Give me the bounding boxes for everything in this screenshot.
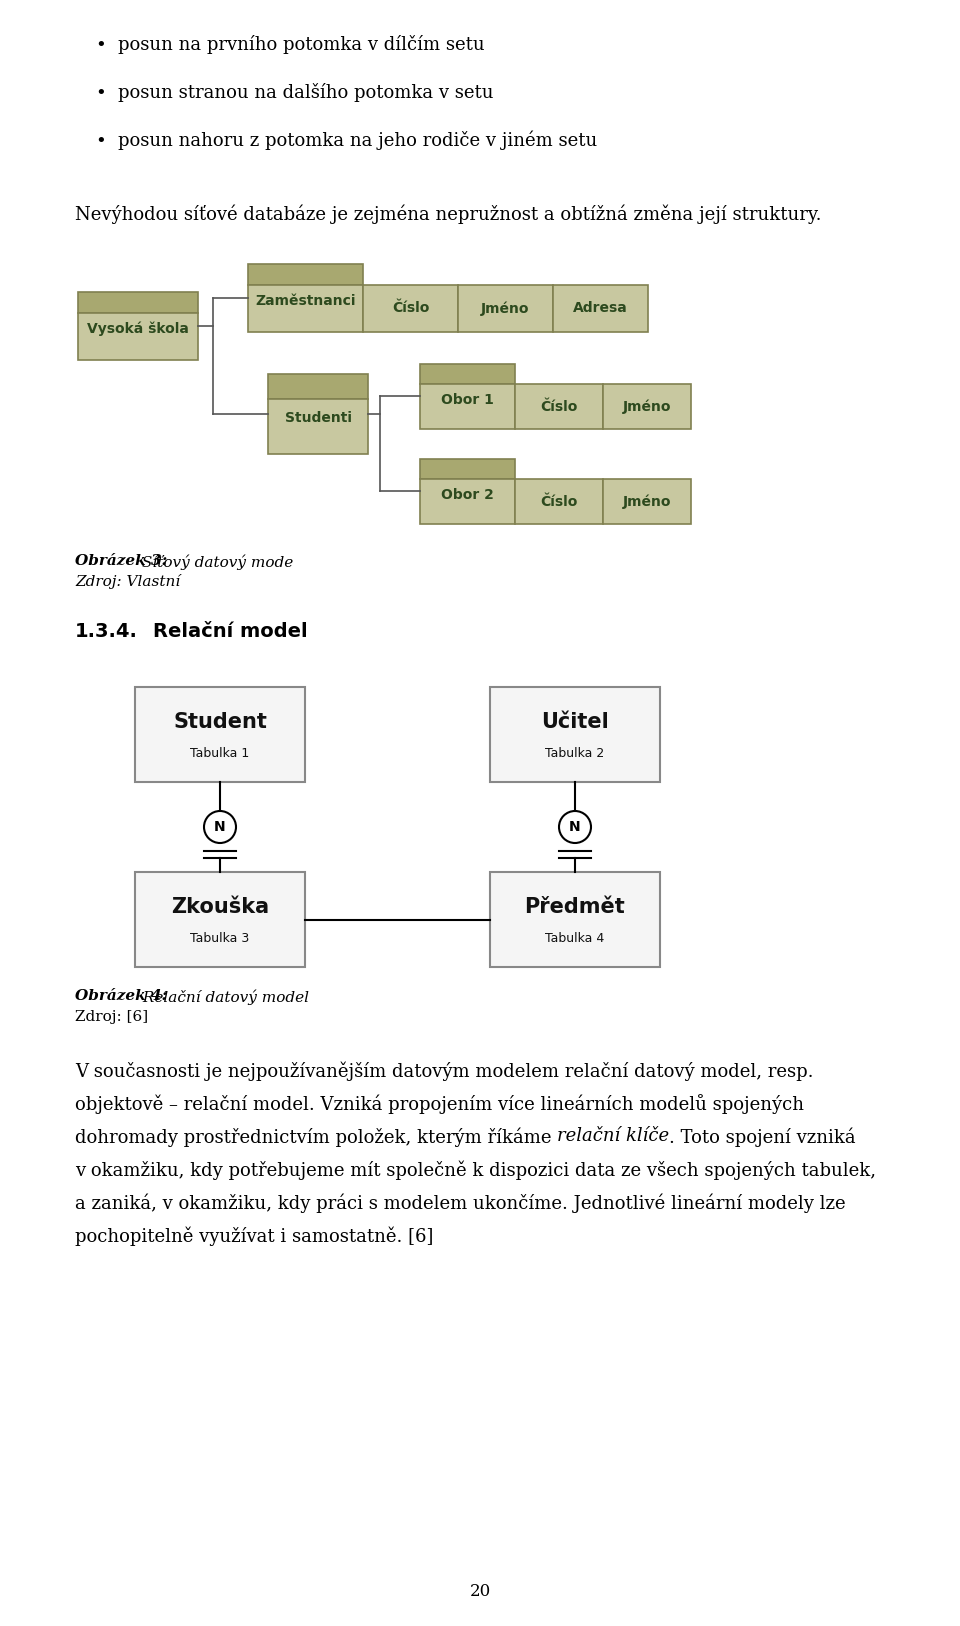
- Text: a zaniká, v okamžiku, kdy práci s modelem ukončíme. Jednotlivé lineární modely l: a zaniká, v okamžiku, kdy práci s modele…: [75, 1193, 846, 1213]
- Text: 1.3.4.: 1.3.4.: [75, 623, 138, 641]
- Text: Číslo: Číslo: [392, 301, 429, 315]
- FancyBboxPatch shape: [420, 384, 515, 429]
- FancyBboxPatch shape: [458, 285, 553, 332]
- Circle shape: [559, 811, 591, 842]
- Text: v okamžiku, kdy potřebujeme mít společně k dispozici data ze všech spojených tab: v okamžiku, kdy potřebujeme mít společně…: [75, 1159, 876, 1179]
- FancyBboxPatch shape: [420, 459, 515, 480]
- Text: objektově – relační model. Vzniká propojením více lineárních modelů spojených: objektově – relační model. Vzniká propoj…: [75, 1094, 804, 1114]
- Text: 20: 20: [469, 1584, 491, 1600]
- Text: •: •: [95, 37, 106, 55]
- Text: Jméno: Jméno: [623, 400, 671, 413]
- Text: Tabulka 1: Tabulka 1: [190, 746, 250, 759]
- Text: Relační model: Relační model: [153, 623, 307, 641]
- FancyBboxPatch shape: [135, 872, 305, 967]
- FancyBboxPatch shape: [490, 688, 660, 782]
- Text: Jméno: Jméno: [623, 494, 671, 509]
- FancyBboxPatch shape: [268, 374, 368, 398]
- Text: Adresa: Adresa: [573, 301, 628, 315]
- Text: Zkouška: Zkouška: [171, 898, 269, 917]
- Text: •: •: [95, 85, 106, 102]
- FancyBboxPatch shape: [603, 384, 691, 429]
- Text: Jméno: Jméno: [481, 301, 530, 315]
- FancyBboxPatch shape: [135, 688, 305, 782]
- Text: Zaměstnanci: Zaměstnanci: [255, 294, 356, 309]
- FancyBboxPatch shape: [248, 285, 363, 332]
- Text: Nevýhodou síťové databáze je zejména nepružnost a obtížná změna její struktury.: Nevýhodou síťové databáze je zejména nep…: [75, 203, 822, 223]
- Text: Učitel: Učitel: [541, 712, 609, 732]
- FancyBboxPatch shape: [490, 872, 660, 967]
- FancyBboxPatch shape: [515, 384, 603, 429]
- Text: Studenti: Studenti: [284, 411, 351, 424]
- Text: Obor 1: Obor 1: [441, 392, 494, 406]
- FancyBboxPatch shape: [363, 285, 458, 332]
- Text: Obor 2: Obor 2: [441, 488, 494, 501]
- Text: posun nahoru z potomka na jeho rodiče v jiném setu: posun nahoru z potomka na jeho rodiče v …: [118, 132, 597, 151]
- Text: V současnosti je nejpoužívanějším datovým modelem relační datový model, resp.: V současnosti je nejpoužívanějším datový…: [75, 1062, 813, 1081]
- Text: Zdroj: Vlastní: Zdroj: Vlastní: [75, 574, 180, 589]
- Text: Relační datový model: Relační datový model: [138, 989, 309, 1005]
- Text: Síťový datový mode: Síťový datový mode: [137, 554, 293, 569]
- Text: Předmět: Předmět: [524, 898, 625, 917]
- FancyBboxPatch shape: [78, 312, 198, 359]
- Text: •: •: [95, 133, 106, 151]
- Text: posun stranou na dalšího potomka v setu: posun stranou na dalšího potomka v setu: [118, 83, 493, 102]
- Text: Tabulka 2: Tabulka 2: [545, 746, 605, 759]
- Text: relační klíče: relační klíče: [557, 1127, 669, 1145]
- FancyBboxPatch shape: [420, 364, 515, 384]
- Text: Tabulka 4: Tabulka 4: [545, 932, 605, 945]
- FancyBboxPatch shape: [420, 480, 515, 524]
- Text: Obrázek 3:: Obrázek 3:: [75, 554, 167, 567]
- Text: Obrázek 4:: Obrázek 4:: [75, 989, 167, 1003]
- Circle shape: [204, 811, 236, 842]
- Text: Student: Student: [173, 712, 267, 732]
- Text: N: N: [214, 820, 226, 834]
- Text: pochopitelně využívat i samostatně. [6]: pochopitelně využívat i samostatně. [6]: [75, 1226, 433, 1246]
- FancyBboxPatch shape: [515, 480, 603, 524]
- FancyBboxPatch shape: [603, 480, 691, 524]
- FancyBboxPatch shape: [248, 263, 363, 285]
- Text: Tabulka 3: Tabulka 3: [190, 932, 250, 945]
- Text: Číslo: Číslo: [540, 494, 578, 509]
- FancyBboxPatch shape: [553, 285, 648, 332]
- Text: . Toto spojení vzniká: . Toto spojení vzniká: [669, 1127, 856, 1146]
- FancyBboxPatch shape: [268, 398, 368, 454]
- Text: N: N: [569, 820, 581, 834]
- FancyBboxPatch shape: [78, 293, 198, 312]
- Text: Vysoká škola: Vysoká škola: [87, 322, 189, 337]
- Text: dohromady prostřednictvím položek, kterým říkáme: dohromady prostřednictvím položek, který…: [75, 1127, 557, 1146]
- Text: Zdroj: [6]: Zdroj: [6]: [75, 1010, 148, 1024]
- Text: posun na prvního potomka v dílčím setu: posun na prvního potomka v dílčím setu: [118, 36, 485, 54]
- Text: Číslo: Číslo: [540, 400, 578, 413]
